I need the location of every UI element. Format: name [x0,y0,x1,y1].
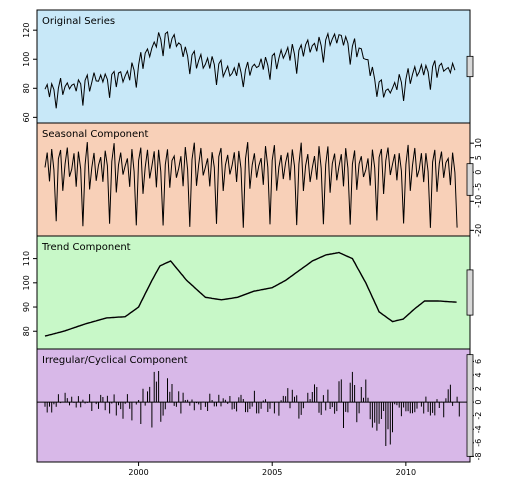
y-tick-label: 5 [474,155,483,160]
y-tick-label: -20 [474,224,483,237]
original-series-line [44,30,456,109]
y-tick-label: 0 [474,170,483,175]
panel-2: Seasonal Component -20 -10 -5 0 5 10 [36,122,483,237]
x-tick-label: 2005 [262,468,282,477]
scale-bar [466,163,474,196]
scale-bar [466,269,474,316]
y-tick-label: 120 [22,23,31,38]
y-tick-label: 100 [22,275,31,290]
panel-3: Trend Component 80 90 100 110 [22,235,474,350]
panel-4: Irregular/Cyclical Component -8 -6 -4 -2 0 2 4 6 [36,348,483,463]
y-tick-label: -6 [474,439,483,447]
panel-background [36,235,471,350]
panel-title: Irregular/Cyclical Component [42,355,188,366]
y-tick-label: 80 [22,83,31,93]
x-axis: 2000 2005 2010 [128,462,416,477]
panel-title: Original Series [42,16,115,27]
panel-title: Trend Component [41,242,131,253]
y-tick-label: -10 [474,195,483,208]
y-tick-label: 4 [474,372,483,377]
panel-background [36,9,471,124]
x-tick-label: 2010 [396,468,416,477]
y-tick-label: 110 [22,251,31,266]
y-tick-label: 10 [474,138,483,148]
seasonal-series-line [44,142,458,228]
y-tick-label: 80 [22,326,31,336]
y-tick-label: 100 [22,52,31,67]
y-tick-label: -8 [474,452,483,460]
y-tick-label: 0 [474,400,483,405]
y-tick-label: 6 [474,359,483,364]
x-tick-label: 2000 [128,468,148,477]
y-tick-label: -4 [474,425,483,433]
panel-title: Seasonal Component [42,129,149,140]
y-tick-label: -2 [474,412,483,420]
y-tick-label: 2 [474,386,483,391]
scale-bar [466,354,474,457]
panel-1: Original Series 60 80 100 120 [22,9,474,124]
y-tick-label: 60 [22,112,31,122]
scale-bar [466,55,474,78]
trend-series-line [44,251,457,337]
y-tick-label: -5 [474,183,483,191]
y-tick-label: 90 [22,302,31,312]
